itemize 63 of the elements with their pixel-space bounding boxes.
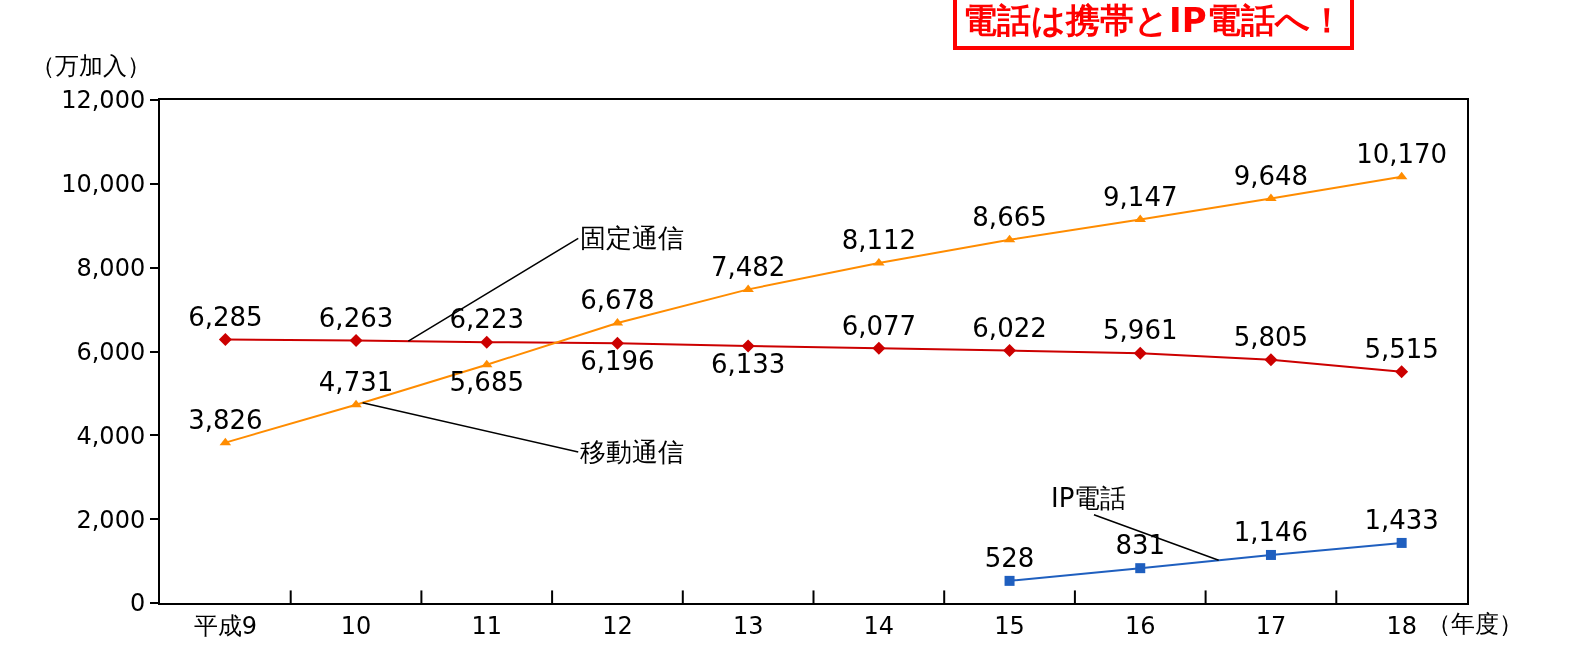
x-tick-label: 18: [1386, 611, 1417, 640]
data-label: 4,731: [318, 366, 394, 397]
data-label: 5,805: [1233, 321, 1309, 352]
x-tick-label: 16: [1124, 611, 1156, 640]
point: [480, 335, 494, 349]
data-label: 6,263: [318, 302, 394, 333]
point: [1003, 344, 1017, 358]
x-tick-label: 15: [994, 611, 1025, 640]
x-tick-label: 12: [602, 611, 633, 640]
point: [1265, 549, 1276, 560]
data-label: 8,112: [841, 225, 917, 256]
x-tick-label: 13: [732, 611, 764, 640]
data-label: 6,133: [710, 348, 786, 379]
data-label: 8,665: [972, 202, 1047, 233]
text: 固定通信: [580, 223, 684, 253]
point: [218, 333, 232, 347]
data-label: 6,678: [580, 285, 655, 316]
data-label: 6,077: [841, 310, 917, 341]
y-tick-label: 6,000: [76, 337, 146, 366]
data-label: 5,685: [449, 367, 524, 398]
x-tick-label: 11: [471, 611, 503, 640]
data-label: 831: [1115, 530, 1166, 561]
data-label: 6,285: [188, 301, 263, 332]
data-label: 10,170: [1356, 138, 1448, 169]
y-tick-label: 2,000: [76, 505, 146, 534]
data-label: 5,515: [1364, 334, 1439, 365]
chart-title: 電話は携帯とIP電話へ！: [963, 0, 1344, 40]
data-label: 7,482: [710, 251, 786, 282]
data-label: 6,196: [580, 346, 655, 377]
point: [1133, 346, 1147, 360]
data-label: 1,146: [1233, 517, 1309, 548]
data-label: 5,961: [1103, 315, 1178, 346]
y-tick-label: 4,000: [76, 421, 146, 450]
point: [350, 399, 362, 408]
data-label: 3,826: [188, 404, 263, 435]
point: [872, 341, 886, 355]
text: 移動通信: [580, 437, 684, 467]
x-tick-label: 14: [863, 611, 895, 640]
y-axis-title: （万加入）: [31, 52, 151, 80]
x-tick-label: 平成9: [193, 611, 257, 640]
x-axis-title: （年度）: [1427, 610, 1523, 638]
y-tick-label: 12,000: [61, 86, 146, 115]
point: [610, 336, 624, 350]
point: [1004, 575, 1015, 586]
point: [1395, 365, 1409, 379]
x-tick-label: 10: [340, 611, 372, 640]
point: [1265, 193, 1277, 202]
point: [349, 333, 363, 347]
y-tick-label: 10,000: [61, 170, 146, 199]
data-label: 1,433: [1364, 505, 1439, 536]
data-label: 528: [984, 543, 1035, 574]
point: [741, 339, 755, 353]
point: [1396, 537, 1407, 548]
series-label: IP電話: [1051, 483, 1127, 513]
point: [1135, 563, 1146, 574]
data-label: 9,648: [1233, 160, 1309, 191]
data-label: 6,223: [449, 304, 524, 335]
data-label: 6,022: [972, 312, 1047, 343]
data-label: 9,147: [1103, 181, 1178, 212]
point: [1264, 353, 1278, 367]
x-tick-label: 17: [1255, 611, 1287, 640]
y-tick-label: 0: [129, 589, 146, 618]
y-tick-label: 8,000: [76, 254, 146, 283]
